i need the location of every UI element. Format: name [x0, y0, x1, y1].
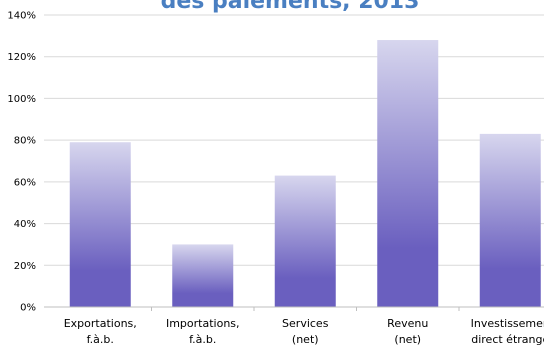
x-category-label: direct étrange	[471, 333, 544, 346]
x-category-label: Exportations,	[64, 317, 137, 330]
x-category-label: (net)	[292, 333, 319, 346]
bar	[70, 142, 131, 307]
bar	[480, 134, 541, 307]
bar	[275, 176, 336, 307]
x-category-label: Revenu	[387, 317, 428, 330]
bar	[172, 244, 233, 307]
y-tick-label: 40%	[14, 219, 36, 230]
chart-title: des paiements, 2013	[161, 0, 420, 14]
bar	[377, 40, 438, 307]
y-axis-ticks: 0% 20% 40% 60% 80% 100% 120% 140%	[7, 11, 36, 314]
x-category-label: f.à.b.	[87, 333, 114, 346]
x-axis-labels: Exportations, f.à.b. Importations, f.à.b. Se…	[64, 307, 544, 346]
bars	[70, 40, 541, 307]
y-tick-label: 60%	[14, 177, 36, 188]
x-category-label: Investissemen	[471, 317, 544, 330]
y-tick-label: 120%	[7, 52, 36, 63]
y-tick-label: 80%	[14, 136, 36, 147]
x-category-label: (net)	[394, 333, 421, 346]
y-tick-label: 0%	[20, 303, 36, 314]
x-category-label: Services	[282, 317, 329, 330]
y-tick-label: 20%	[14, 261, 36, 272]
x-category-label: Importations,	[166, 317, 240, 330]
y-tick-label: 100%	[7, 94, 36, 105]
x-category-label: f.à.b.	[189, 333, 216, 346]
y-tick-label: 140%	[7, 11, 36, 22]
